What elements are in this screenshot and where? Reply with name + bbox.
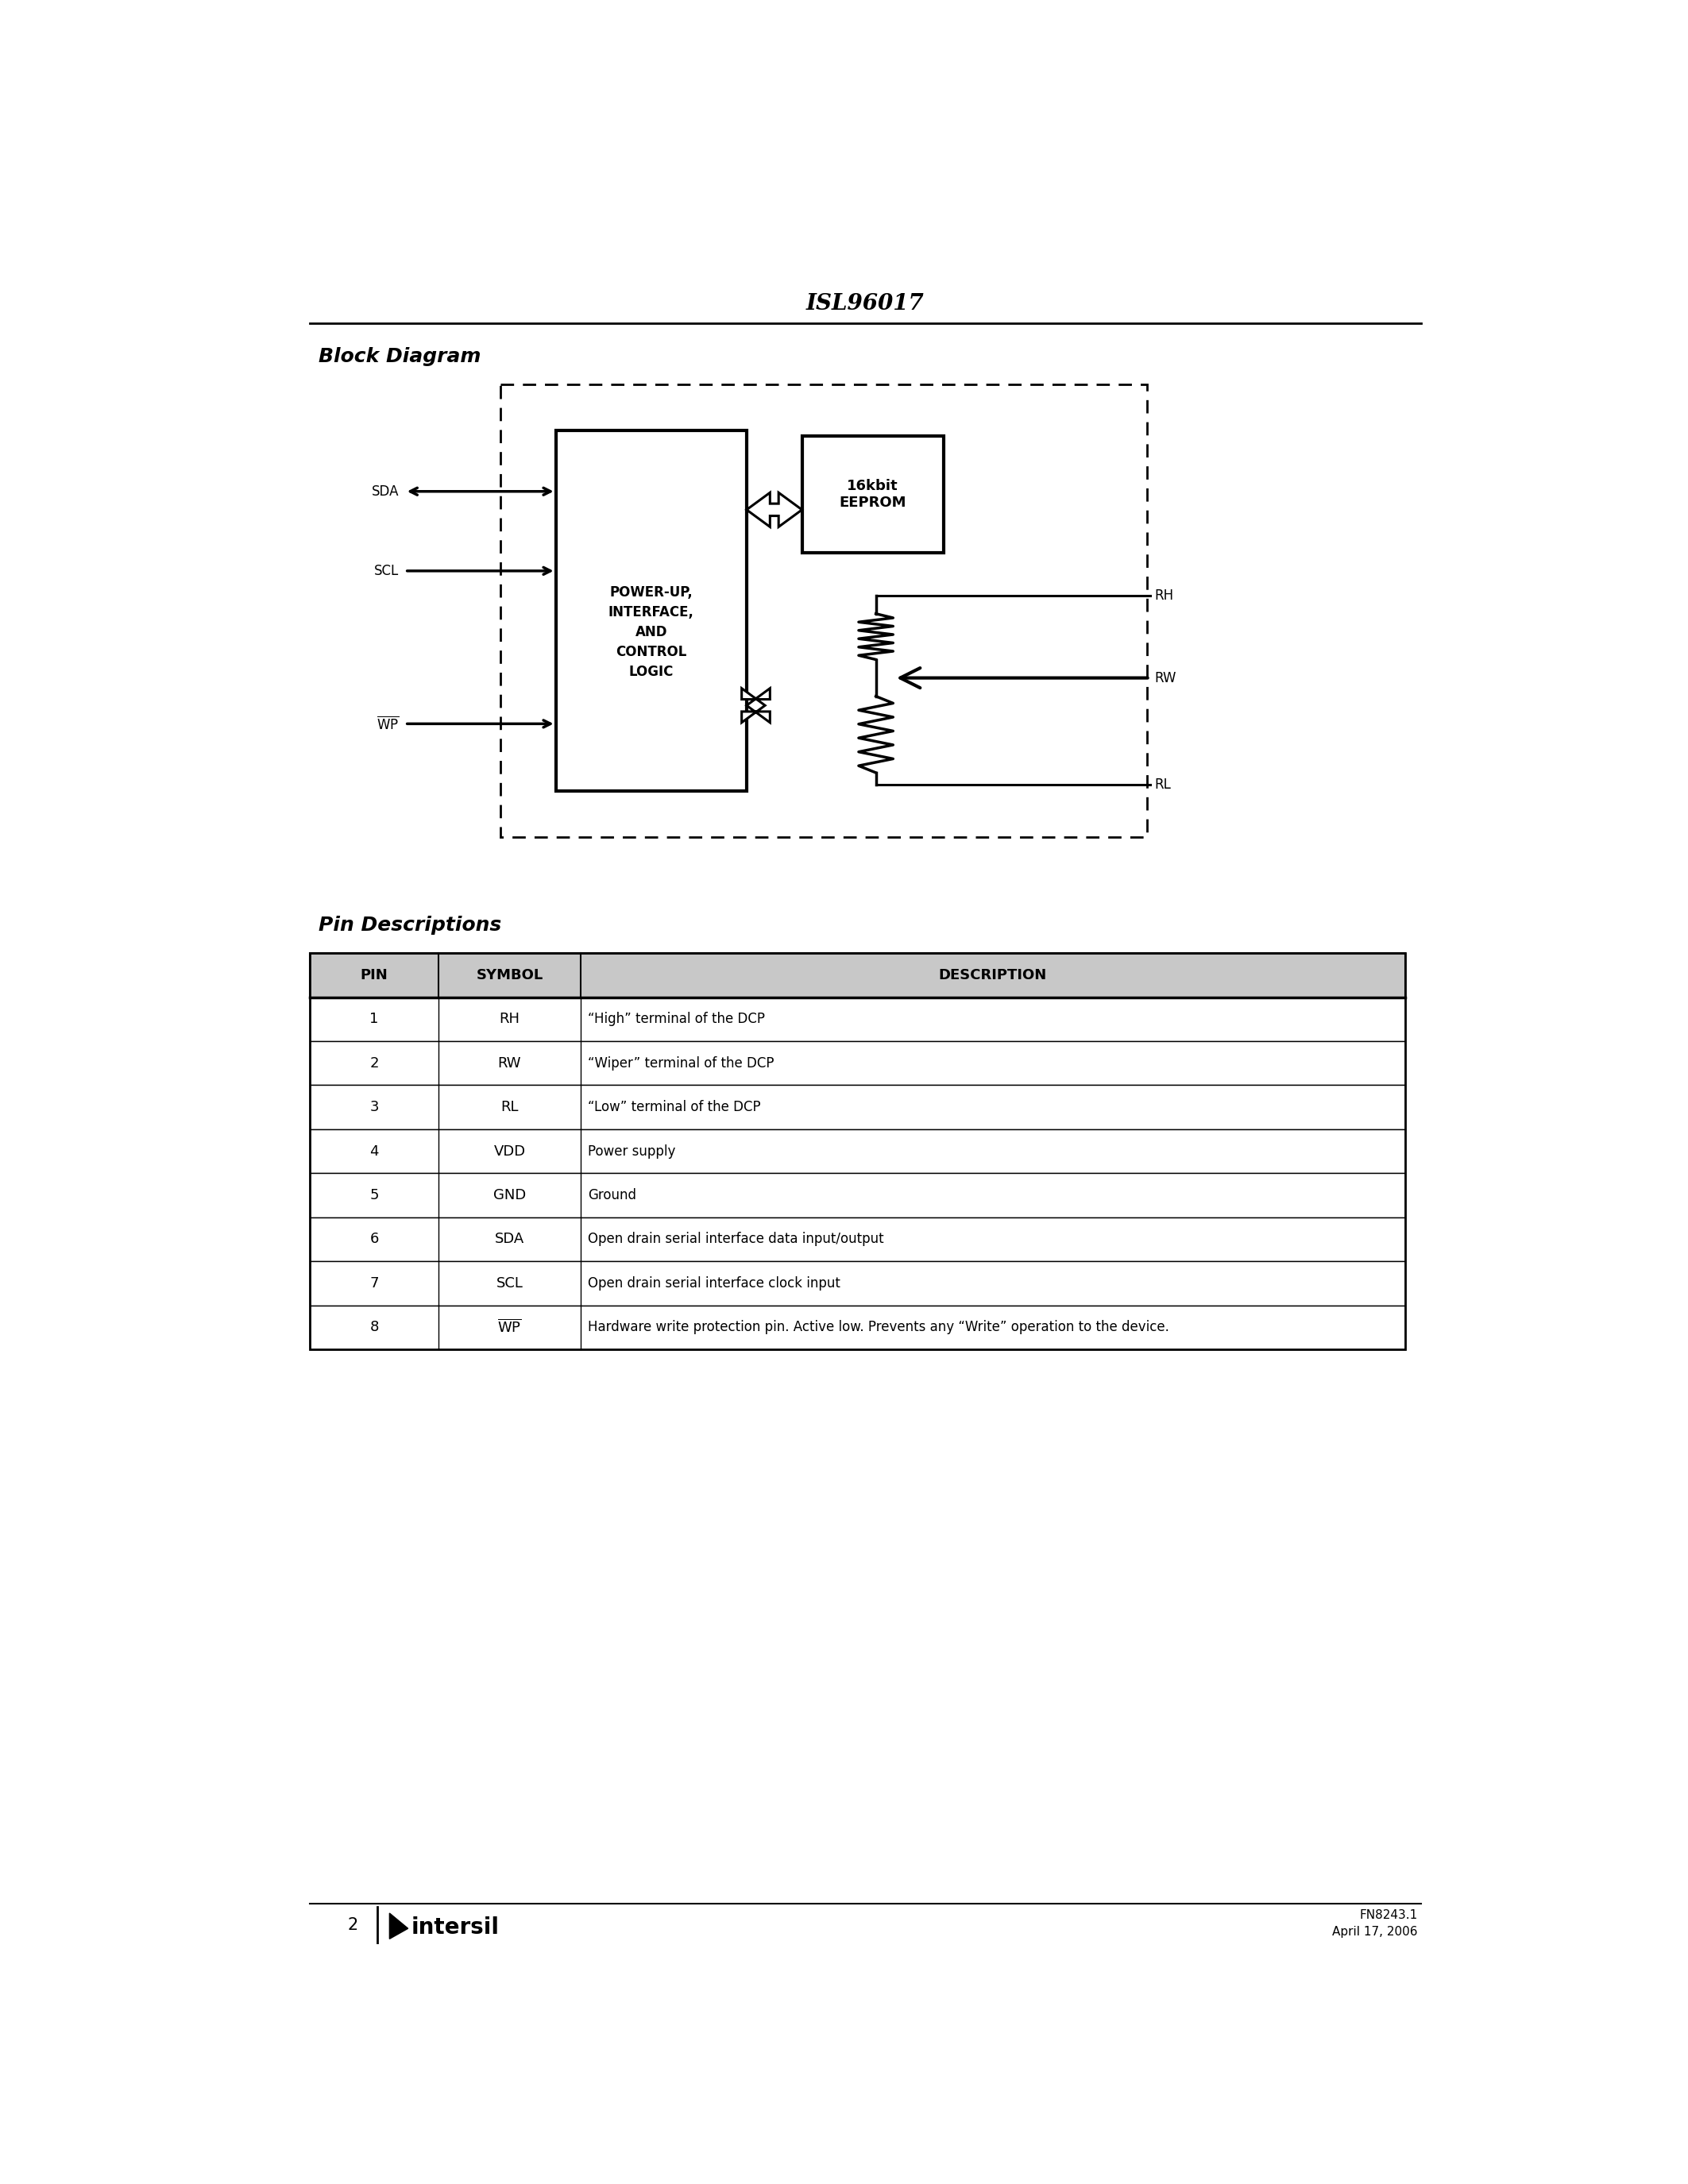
Text: SCL: SCL <box>375 563 398 579</box>
Polygon shape <box>741 688 770 723</box>
Bar <box>555 430 746 791</box>
Bar <box>309 998 1406 1042</box>
Text: SCL: SCL <box>496 1275 523 1291</box>
Text: POWER-UP,
INTERFACE,
AND
CONTROL
LOGIC: POWER-UP, INTERFACE, AND CONTROL LOGIC <box>608 585 694 679</box>
Text: “High” terminal of the DCP: “High” terminal of the DCP <box>587 1011 765 1026</box>
Polygon shape <box>390 1913 408 1939</box>
Text: $\overline{\mathrm{WP}}$: $\overline{\mathrm{WP}}$ <box>376 716 398 732</box>
Text: Block Diagram: Block Diagram <box>319 347 481 367</box>
Text: 2: 2 <box>370 1057 378 1070</box>
Text: Ground: Ground <box>587 1188 636 1203</box>
Text: 7: 7 <box>370 1275 378 1291</box>
Text: VDD: VDD <box>493 1144 525 1158</box>
Text: PIN: PIN <box>360 968 388 983</box>
Text: RL: RL <box>501 1101 518 1114</box>
Text: DESCRIPTION: DESCRIPTION <box>939 968 1047 983</box>
Bar <box>309 1262 1406 1306</box>
Text: SYMBOL: SYMBOL <box>476 968 544 983</box>
Text: Hardware write protection pin. Active low. Prevents any “Write” operation to the: Hardware write protection pin. Active lo… <box>587 1319 1170 1334</box>
Bar <box>309 1173 1406 1216</box>
Text: SDA: SDA <box>371 485 398 498</box>
Text: 2: 2 <box>348 1918 358 1933</box>
Bar <box>309 952 1406 998</box>
Text: RW: RW <box>1155 670 1177 686</box>
Text: 5: 5 <box>370 1188 378 1203</box>
Text: RW: RW <box>498 1057 522 1070</box>
Text: RL: RL <box>1155 778 1171 793</box>
Text: $\overline{\mathrm{WP}}$: $\overline{\mathrm{WP}}$ <box>498 1319 522 1337</box>
Text: RH: RH <box>500 1011 520 1026</box>
Text: April 17, 2006: April 17, 2006 <box>1332 1926 1418 1937</box>
Text: 3: 3 <box>370 1101 378 1114</box>
Text: “Wiper” terminal of the DCP: “Wiper” terminal of the DCP <box>587 1057 775 1070</box>
Text: Open drain serial interface clock input: Open drain serial interface clock input <box>587 1275 841 1291</box>
Bar <box>500 384 1146 836</box>
Text: Pin Descriptions: Pin Descriptions <box>319 915 501 935</box>
Text: SDA: SDA <box>495 1232 525 1247</box>
Text: RH: RH <box>1155 587 1173 603</box>
Text: 16kbit
EEPROM: 16kbit EEPROM <box>839 478 906 509</box>
Bar <box>309 952 1406 1350</box>
Text: Open drain serial interface data input/output: Open drain serial interface data input/o… <box>587 1232 885 1247</box>
Text: “Low” terminal of the DCP: “Low” terminal of the DCP <box>587 1101 761 1114</box>
Text: ISL96017: ISL96017 <box>805 293 923 314</box>
Text: 4: 4 <box>370 1144 378 1158</box>
Bar <box>309 1129 1406 1173</box>
Bar <box>802 437 944 553</box>
Polygon shape <box>746 494 802 526</box>
Bar <box>309 1216 1406 1262</box>
Text: 1: 1 <box>370 1011 378 1026</box>
Bar <box>309 1306 1406 1350</box>
Text: GND: GND <box>493 1188 527 1203</box>
Text: Power supply: Power supply <box>587 1144 675 1158</box>
Bar <box>309 1085 1406 1129</box>
Text: 6: 6 <box>370 1232 378 1247</box>
Text: FN8243.1: FN8243.1 <box>1359 1909 1418 1922</box>
Text: intersil: intersil <box>412 1915 500 1939</box>
Bar <box>309 1042 1406 1085</box>
Text: 8: 8 <box>370 1319 378 1334</box>
